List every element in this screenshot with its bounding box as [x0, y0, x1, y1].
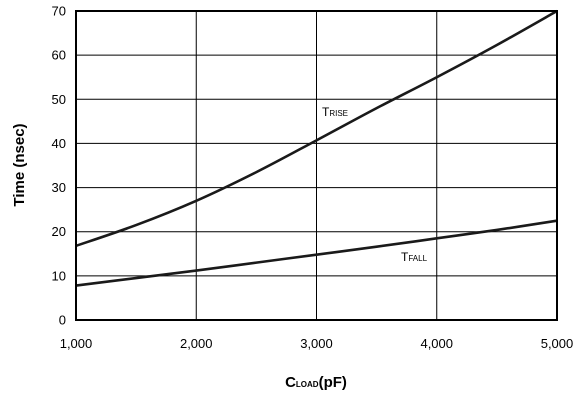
y-axis-title: Time (nsec) [11, 123, 28, 206]
x-tick-label: 5,000 [541, 336, 574, 351]
series-label-tfall-sub: FALL [408, 254, 427, 263]
series-line-tfall [75, 219, 558, 287]
x-axis-title-sub: LOAD [296, 380, 319, 389]
series-line-trise [75, 9, 558, 248]
y-tick-label: 50 [52, 92, 66, 107]
plot-frame [75, 10, 558, 321]
y-tick-labels: 0 10 20 30 40 50 60 70 [52, 4, 66, 328]
y-tick-label: 10 [52, 268, 66, 283]
x-tick-label: 1,000 [60, 336, 93, 351]
y-tick-label: 30 [52, 180, 66, 195]
series-label-trise-main: T [322, 105, 330, 119]
curves [75, 9, 558, 287]
x-tick-label: 4,000 [420, 336, 453, 351]
x-tick-label: 2,000 [180, 336, 213, 351]
x-axis-title-main: C [285, 374, 296, 391]
y-tick-label: 40 [52, 136, 66, 151]
x-axis-title-unit: (pF) [319, 374, 347, 391]
y-tick-label: 0 [59, 313, 66, 328]
series-label-trise: TRISE [322, 105, 348, 119]
y-tick-label: 70 [52, 4, 66, 19]
y-tick-label: 60 [52, 48, 66, 63]
x-axis-title: CLOAD(pF) [285, 374, 347, 391]
x-tick-label: 3,000 [300, 336, 333, 351]
x-tick-labels: 1,000 2,000 3,000 4,000 5,000 [60, 336, 574, 351]
y-tick-label: 20 [52, 224, 66, 239]
series-label-tfall: TFALL [401, 250, 428, 264]
grid-lines [76, 11, 557, 320]
series-label-tfall-main: T [401, 250, 409, 264]
series-label-trise-sub: RISE [329, 109, 348, 118]
